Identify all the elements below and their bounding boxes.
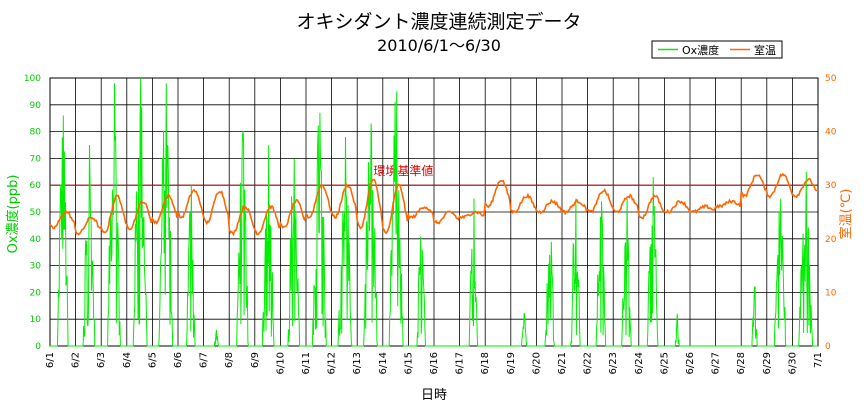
left-tick-label: 60 (30, 181, 42, 191)
x-tick-label: 6/18 (480, 352, 491, 374)
temp-line (49, 172, 819, 237)
y-right-label: 室温(℃) (838, 189, 854, 240)
legend-temp-label: 室温 (754, 43, 776, 57)
x-axis-ticks: 6/1 6/2 6/3 6/4 6/5 6/6 6/7 6/8 6/9 6/10 6/11 6/12 6… (45, 352, 824, 374)
x-tick-label: 6/14 (378, 352, 389, 374)
x-tick-label: 6/10 (275, 352, 286, 374)
x-tick-label: 6/8 (224, 352, 235, 368)
chart-subtitle: 2010/6/1～6/30 (377, 36, 501, 55)
x-axis-label: 日時 (421, 388, 447, 403)
temp-series (49, 172, 819, 237)
x-tick-label: 6/17 (455, 352, 466, 374)
x-tick-label: 6/20 (531, 352, 542, 374)
left-tick-label: 0 (35, 342, 41, 352)
x-tick-label: 6/28 (736, 352, 747, 374)
reference-line-group: 環境基準値 (50, 163, 818, 186)
left-tick-label: 50 (30, 208, 42, 218)
ox-series (50, 77, 818, 347)
x-tick-label: 6/27 (711, 352, 722, 374)
x-tick-label: 6/5 (147, 352, 158, 368)
x-tick-label: 6/22 (583, 352, 594, 374)
x-tick-label: 6/24 (634, 352, 645, 374)
x-tick-label: 6/25 (659, 352, 670, 374)
legend-ox-label: Ox濃度 (682, 43, 719, 57)
x-tick-label: 6/4 (122, 352, 133, 368)
left-tick-label: 80 (30, 128, 42, 138)
left-tick-label: 100 (24, 74, 41, 84)
x-tick-label: 6/9 (250, 352, 261, 368)
x-tick-label: 6/29 (762, 352, 773, 374)
right-tick-label: 20 (825, 235, 837, 245)
x-tick-label: 6/13 (352, 352, 363, 374)
right-axis-ticks: 0 10 20 30 40 50 (825, 74, 837, 352)
x-tick-label: 6/11 (301, 352, 312, 374)
left-tick-label: 30 (30, 262, 42, 272)
x-tick-label: 6/16 (429, 352, 440, 374)
left-tick-label: 20 (30, 288, 42, 298)
x-tick-label: 6/23 (608, 352, 619, 374)
right-tick-label: 0 (825, 342, 831, 352)
x-tick-label: 6/21 (557, 352, 568, 374)
x-tick-label: 6/1 (45, 352, 56, 368)
left-tick-label: 40 (30, 235, 42, 245)
left-tick-label: 10 (30, 315, 42, 325)
y-left-label: Ox濃度(ppb) (5, 175, 21, 254)
right-tick-label: 50 (825, 74, 837, 84)
x-tick-label: 6/15 (403, 352, 414, 374)
x-tick-label: 6/12 (327, 352, 338, 374)
x-tick-label: 6/6 (173, 352, 184, 368)
x-tick-label: 6/26 (685, 352, 696, 374)
left-tick-label: 90 (30, 101, 42, 111)
left-tick-label: 70 (30, 154, 42, 164)
x-tick-label: 7/1 (813, 352, 824, 368)
legend-box (651, 40, 783, 59)
x-tick-label: 6/2 (71, 352, 82, 368)
legend: Ox濃度 室温 (651, 40, 783, 59)
chart-title: オキシダント濃度連続測定データ (296, 11, 581, 33)
ox-line (50, 77, 818, 347)
x-tick-label: 6/3 (96, 352, 107, 368)
left-axis-ticks: 0 10 20 30 40 50 60 70 80 90 100 (24, 74, 41, 352)
x-tick-label: 6/19 (506, 352, 517, 374)
right-tick-label: 10 (825, 288, 837, 298)
right-tick-label: 30 (825, 181, 837, 191)
right-tick-label: 40 (825, 128, 837, 138)
reference-line-label: 環境基準値 (373, 163, 433, 178)
x-tick-label: 6/7 (199, 352, 210, 368)
x-tick-label: 6/30 (787, 352, 798, 374)
